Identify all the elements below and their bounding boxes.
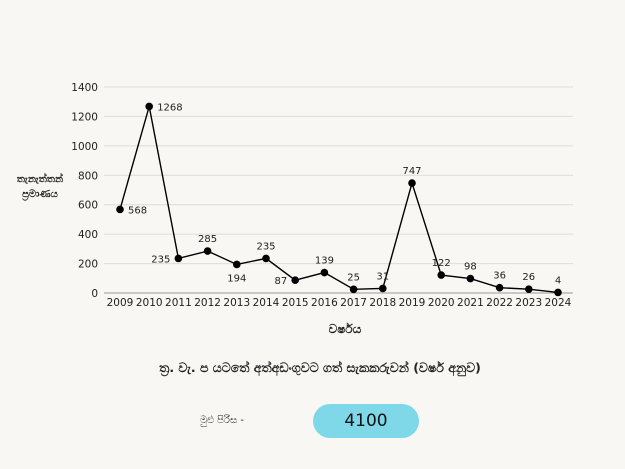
data-point [408,179,416,187]
data-label: 139 [315,256,334,267]
y-tick-label: 400 [78,229,98,241]
data-points [116,102,562,297]
data-label: 235 [256,241,275,252]
data-label: 36 [493,271,506,282]
total-label: මුළු පිරිස - [200,415,244,426]
x-tick-label: 2019 [399,297,426,309]
data-label: 87 [274,276,287,287]
data-label: 25 [347,272,360,283]
x-tick-label: 2011 [165,297,192,309]
data-label: 98 [464,262,477,273]
data-point [495,283,504,292]
x-tick-label: 2020 [428,297,455,309]
x-tick-label: 2018 [369,297,396,309]
data-point [437,271,446,279]
data-point [320,268,329,277]
data-point [554,288,562,297]
chart-caption: ත්‍ර. වැ. ප යටතේ අත්අඩංගුවට ගත් සැකකරුවන… [159,360,481,375]
data-point [145,102,153,111]
y-tick-label: 200 [78,259,98,271]
data-point [525,285,533,293]
data-point [174,254,183,263]
x-tick-label: 2012 [194,297,221,309]
x-tick-label: 2016 [311,297,338,309]
data-label: 1268 [157,102,182,113]
y-tick-label: 1400 [71,82,98,94]
data-label: 31 [376,271,389,282]
data-label: 194 [227,273,246,284]
data-point [349,285,358,294]
x-tick-label: 2015 [282,297,309,309]
grid-lines [104,86,573,294]
data-point [233,260,241,269]
total-value: 4100 [344,411,388,431]
x-tick-label: 2014 [253,297,280,309]
x-tick-label: 2013 [223,297,250,309]
x-tick-label: 2022 [486,297,513,309]
data-label: 4 [555,275,561,286]
y-axis-ticks: 0 200 400 600 800 1000 1200 1400 [71,82,98,300]
x-tick-label: 2017 [340,297,367,309]
data-point [262,254,270,263]
data-point [379,284,387,293]
data-label: 285 [198,234,217,245]
data-label: 747 [402,166,421,177]
x-tick-label: 2010 [136,297,163,309]
data-point [116,205,124,214]
data-label: 122 [432,258,451,269]
x-tick-label: 2023 [515,297,542,309]
x-axis-ticks: 2009 2010 2011 2012 2013 2014 2015 2016 2017 2018… [107,297,572,309]
y-axis-label: තැනැත්තන් ප්‍රමාණය [16,174,64,200]
data-point [203,247,212,255]
y-tick-label: 0 [91,288,98,300]
data-label: 568 [128,205,147,216]
x-tick-label: 2009 [107,297,134,309]
data-point [466,274,475,283]
y-tick-label: 600 [78,200,98,212]
x-tick-label: 2024 [545,297,572,309]
data-label: 235 [151,254,170,265]
x-axis-label: වර්ෂය [328,322,362,336]
x-tick-label: 2021 [457,297,484,309]
data-point [291,276,300,284]
data-label: 26 [522,272,535,283]
data-labels: 568 1268 235 285 194 235 87 139 25 31 747 122 98 36 26… [128,102,561,287]
y-tick-label: 1200 [71,111,98,123]
y-tick-label: 1000 [71,141,98,153]
y-tick-label: 800 [78,170,98,182]
total-badge: 4100 [313,404,419,438]
series-line [119,106,559,294]
